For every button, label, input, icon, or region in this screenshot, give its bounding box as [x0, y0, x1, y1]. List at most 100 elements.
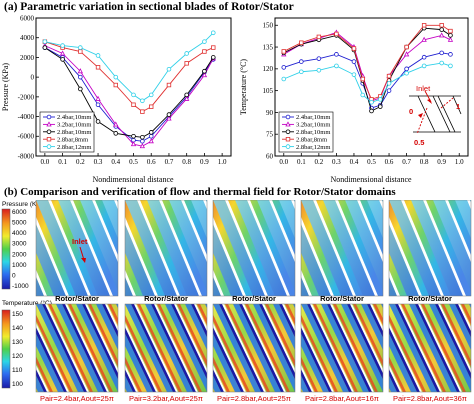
temperature-legend-entry: 2.8bar,10mm — [296, 129, 330, 136]
pressure-data-point — [210, 55, 216, 60]
temperature-x-tick-label: 0.4 — [350, 158, 359, 166]
panel-caption: Pair=2.4bar,Aout=25π — [40, 394, 114, 403]
pressure-x-tick-label: 0.1 — [58, 158, 67, 166]
temperature-data-point — [404, 70, 409, 76]
temperature-contour-panel — [301, 304, 383, 392]
pressure-series-line-4 — [44, 32, 214, 102]
rotor-stator-label: Rotor/Stator — [55, 294, 99, 303]
pressure-data-point — [78, 74, 83, 80]
panel-caption: Pair=3.2bar,Aout=25π — [129, 394, 203, 403]
pressure-data-point — [140, 138, 145, 144]
temperature-data-point — [439, 50, 444, 56]
panel-caption: Pair=2.8bar,Aout=36π — [393, 394, 467, 403]
inset-label-05: 0.5 — [414, 138, 424, 147]
pressure-data-point — [166, 115, 172, 121]
pressure-contour-panel — [213, 200, 295, 296]
section-a-title: (a) Parametric variation in sectional bl… — [4, 1, 294, 13]
temperature-x-tick-label: 1.0 — [455, 158, 464, 166]
temperature-data-point — [447, 36, 454, 42]
pressure-contour-panel — [389, 200, 471, 296]
pressure-x-tick-label: 0.4 — [111, 158, 120, 166]
pressure-data-point — [60, 43, 65, 48]
pressure-data-point — [42, 39, 48, 44]
pressure-y-tick-label: -4000 — [18, 113, 35, 121]
temperature-colorbar-tick: 130 — [12, 339, 23, 346]
pressure-chart: 0.0 0.1 0.2 0.3 0.4 0.5 0.6 0.7 0.8 0.9 1.0 -8000 -6… — [1, 14, 232, 184]
section-b-title: (b) Comparison and verification of flow … — [4, 186, 396, 198]
pressure-data-point — [210, 30, 216, 36]
pressure-legend-entry: 3.2bar,10mm — [57, 122, 91, 129]
temperature-data-point — [377, 104, 383, 109]
pressure-data-point — [59, 50, 66, 56]
pressure-data-point — [139, 143, 146, 149]
temperature-x-tick-label: 0.6 — [385, 158, 394, 166]
pressure-y-tick-label: 4000 — [20, 34, 35, 42]
temperature-y-tick-label: 75 — [266, 131, 274, 139]
pressure-x-tick-label: 0.8 — [182, 158, 191, 166]
pressure-data-point — [95, 102, 101, 108]
pressure-data-point — [211, 45, 216, 50]
temperature-x-tick-label: 0.8 — [420, 158, 429, 166]
temperature-data-point — [439, 23, 444, 28]
temperature-data-point — [299, 69, 304, 75]
pressure-x-tick-label: 0.6 — [147, 158, 156, 166]
temperature-data-point — [448, 28, 453, 34]
temperature-contour-panel — [213, 304, 295, 392]
pressure-data-point — [131, 102, 136, 107]
pressure-x-tick-label: 0.0 — [40, 158, 49, 166]
pressure-data-point — [131, 92, 136, 98]
temperature-data-point — [334, 31, 339, 37]
pressure-legend-marker — [46, 114, 52, 120]
pressure-data-point — [149, 104, 154, 109]
pressure-data-point — [140, 134, 145, 140]
temperature-data-point — [369, 99, 374, 105]
pressure-colorbar-tick: 5000 — [12, 220, 27, 227]
pressure-data-point — [201, 72, 208, 78]
temperature-contour-panel — [36, 304, 118, 392]
temperature-data-point — [351, 72, 357, 77]
temperature-data-point — [439, 27, 444, 32]
temperature-data-point — [448, 52, 453, 57]
pressure-colorbar-tick: 3000 — [12, 241, 27, 248]
pressure-data-point — [131, 133, 136, 139]
temperature-data-point — [386, 73, 392, 79]
temperature-data-point — [281, 65, 287, 70]
pressure-colorbar-title: Pressure (KPa) — [2, 201, 46, 208]
temperature-data-point — [421, 23, 427, 28]
pressure-data-point — [166, 66, 172, 72]
temperature-colorbar — [1, 309, 11, 389]
pressure-legend-marker — [46, 137, 52, 142]
temperature-legend-marker — [285, 129, 291, 135]
pressure-series-line-2 — [44, 47, 214, 138]
contour-figure: Pressure (KPa) 6000 5000 4000 3000 2000 1000 0… — [1, 200, 472, 403]
temperature-data-point — [421, 36, 427, 42]
pressure-colorbar-tick: 2000 — [12, 251, 27, 258]
pressure-legend-entry: 2.8bar,10mm — [57, 129, 91, 136]
pressure-x-tick-label: 0.3 — [94, 158, 103, 166]
temperature-data-point — [448, 33, 453, 38]
temperature-x-tick-label: 0.1 — [297, 158, 306, 166]
temperature-x-tick-label: 0.5 — [367, 158, 376, 166]
pressure-data-point — [95, 65, 101, 70]
temperature-data-point — [351, 59, 357, 64]
blade-inset: Inlet 0 1 0.5 — [400, 84, 464, 147]
temperature-data-point — [369, 108, 374, 114]
temperature-data-point — [360, 92, 366, 98]
pressure-data-point — [95, 119, 101, 124]
pressure-data-point — [78, 86, 83, 92]
temperature-colorbar-tick: 150 — [12, 311, 23, 318]
temperature-data-point — [281, 49, 286, 54]
pressure-data-point — [113, 82, 118, 88]
pressure-data-point — [184, 51, 189, 56]
pressure-colorbar-tick: 6000 — [12, 209, 27, 216]
temperature-legend-marker — [285, 121, 291, 127]
temperature-y-tick-label: 120 — [263, 65, 274, 73]
temperature-contour-panel — [125, 304, 207, 392]
pressure-data-point — [202, 39, 207, 44]
rotor-stator-label: Rotor/Stator — [320, 294, 364, 303]
temperature-data-point — [404, 44, 409, 50]
pressure-colorbar-tick: 4000 — [12, 230, 27, 237]
pressure-legend-marker — [46, 121, 52, 127]
temperature-x-axis-label: Nondimensional distance — [330, 175, 412, 184]
panel-inlet-label: Inlet — [72, 237, 88, 246]
